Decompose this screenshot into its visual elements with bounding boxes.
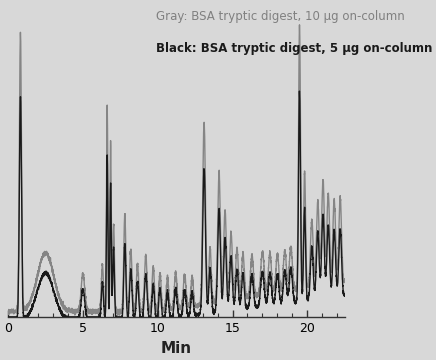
Text: Gray: BSA tryptic digest, 10 μg on-column: Gray: BSA tryptic digest, 10 μg on-colum… bbox=[156, 10, 405, 23]
X-axis label: Min: Min bbox=[161, 341, 192, 356]
Text: Black: BSA tryptic digest, 5 μg on-column: Black: BSA tryptic digest, 5 μg on-colum… bbox=[156, 42, 433, 55]
